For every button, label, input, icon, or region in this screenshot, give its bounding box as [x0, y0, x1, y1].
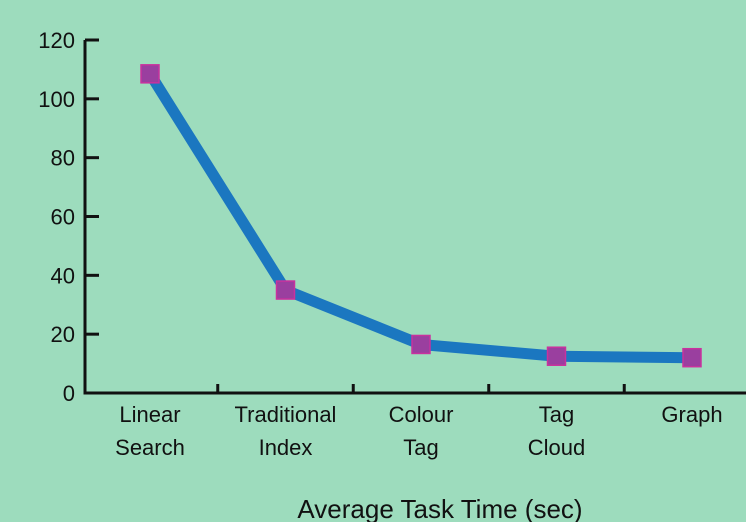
y-tick-label: 20: [51, 322, 75, 347]
y-tick-label: 120: [38, 28, 75, 53]
x-tick-label: Colour Tag: [389, 402, 454, 460]
y-tick-label: 0: [63, 381, 75, 406]
y-tick-label: 100: [38, 87, 75, 112]
x-tick-label: Traditional Index: [235, 402, 337, 460]
x-axis-title: Average Task Time (sec): [297, 494, 582, 522]
y-tick-label: 40: [51, 263, 75, 288]
data-point: [546, 346, 567, 366]
data-point: [275, 280, 296, 300]
data-point: [682, 347, 702, 368]
data-point: [411, 334, 431, 355]
x-tick-label: Graph: [661, 402, 722, 427]
x-tick-label: Linear Search: [115, 402, 185, 460]
y-tick-label: 60: [51, 205, 75, 230]
y-tick-label: 80: [51, 146, 75, 171]
x-tick-label: Tag Cloud: [528, 402, 585, 460]
data-point: [140, 64, 160, 84]
